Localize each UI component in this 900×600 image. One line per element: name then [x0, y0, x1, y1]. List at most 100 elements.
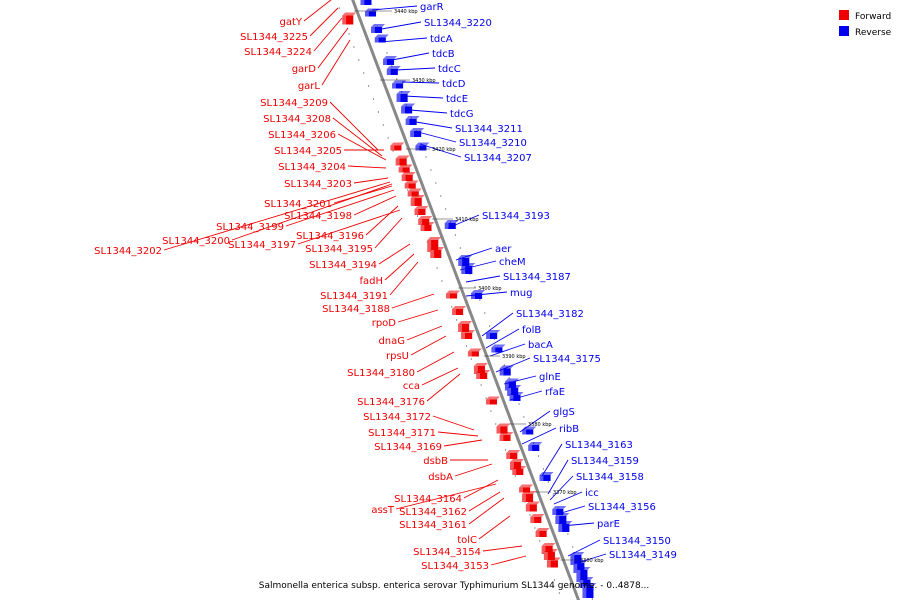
- reverse-gene-shape: [396, 91, 411, 102]
- leader-line: [481, 312, 514, 337]
- leader-line: [303, 0, 332, 22]
- gene-label-sl1344-3163: SL1344_3163: [565, 440, 633, 451]
- leader-line: [468, 497, 505, 525]
- leader-line: [365, 205, 399, 236]
- forward-gene-shape: [546, 557, 561, 568]
- gene-label-sl1344-3197: SL1344_3197: [228, 240, 296, 251]
- leader-line: [459, 260, 497, 271]
- forward-gene-shape: [407, 188, 422, 197]
- leader-line: [403, 95, 444, 99]
- leader-line: [557, 505, 586, 515]
- gene-label-sl1344-3164: SL1344_3164: [394, 494, 462, 505]
- label-leader-lines: [163, 0, 607, 566]
- leader-line: [297, 209, 401, 245]
- forward-gene-shape: [519, 484, 534, 493]
- forward-gene-shape: [390, 142, 405, 151]
- reverse-gene-shape: [576, 567, 591, 582]
- leader-line: [521, 427, 557, 445]
- legend-swatch-reverse: [839, 26, 849, 36]
- leader-line: [426, 373, 461, 402]
- gene-label-aer: aer: [495, 244, 512, 255]
- leader-line: [553, 491, 583, 505]
- leader-line: [285, 189, 395, 227]
- leader-line: [313, 17, 343, 52]
- leader-line: [321, 39, 351, 86]
- gene-label-sl1344-3224: SL1344_3224: [244, 47, 312, 58]
- gene-label-sl1344-3225: SL1344_3225: [240, 32, 308, 43]
- gene-label-sl1344-3161: SL1344_3161: [399, 520, 467, 531]
- gene-label-sl1344-3169: SL1344_3169: [374, 442, 442, 453]
- gene-label-rpsu: rpsU: [386, 351, 409, 362]
- reverse-gene-shape: [401, 103, 416, 114]
- leader-line: [443, 439, 483, 447]
- gene-label-sl1344-3156: SL1344_3156: [588, 502, 656, 513]
- gene-label-sl1344-3203: SL1344_3203: [284, 179, 352, 190]
- gene-label-sl1344-3188: SL1344_3188: [322, 304, 390, 315]
- gene-label-pare: parE: [597, 519, 620, 530]
- gene-label-sl1344-3196: SL1344_3196: [296, 231, 364, 242]
- reverse-gene-shape: [509, 392, 524, 401]
- leader-line: [490, 555, 527, 566]
- reverse-gene-shape: [499, 365, 514, 376]
- gene-label-sl1344-3208: SL1344_3208: [263, 114, 331, 125]
- gene-label-tdcd: tdcD: [442, 79, 466, 90]
- forward-gene-shape: [530, 514, 545, 523]
- gene-label-baca: bacA: [528, 340, 553, 351]
- reverse-gene-shape: [392, 80, 407, 89]
- forward-gene-shape: [395, 155, 410, 166]
- forward-gene-shape: [401, 172, 416, 181]
- gene-label-cca: cca: [403, 381, 420, 392]
- gene-label-ribb: ribB: [559, 424, 579, 435]
- gene-label-mug: mug: [510, 288, 532, 299]
- reverse-gene-shape: [461, 263, 476, 274]
- gene-label-garl: garL: [298, 81, 321, 92]
- leader-line: [317, 27, 349, 69]
- gene-label-folb: folB: [522, 325, 541, 336]
- gene-label-asst: assT: [371, 505, 395, 516]
- gene-label-sl1344-3204: SL1344_3204: [278, 162, 346, 173]
- leader-line: [391, 293, 435, 309]
- forward-gene-shape: [430, 247, 445, 258]
- kbp-label: 3440 kbp: [394, 9, 418, 15]
- gene-label-sl1344-3149: SL1344_3149: [609, 550, 677, 561]
- leader-line: [395, 483, 497, 510]
- leader-line: [374, 217, 403, 249]
- forward-gene-shape: [525, 501, 540, 512]
- reverse-gene-shape: [552, 506, 567, 515]
- gene-label-sl1344-3187: SL1344_3187: [503, 272, 571, 283]
- leader-line: [503, 375, 537, 385]
- forward-gene-shape: [414, 206, 429, 215]
- leader-line: [567, 539, 601, 557]
- gene-label-sl1344-3159: SL1344_3159: [571, 456, 639, 467]
- gene-label-glgs: glgS: [553, 407, 575, 418]
- leader-line: [384, 253, 415, 281]
- forward-gene-shape: [485, 396, 500, 405]
- legend-swatch-forward: [839, 10, 849, 20]
- leader-line: [519, 410, 551, 433]
- gene-label-rfae: rfaE: [545, 387, 565, 398]
- forward-gene-shape: [499, 432, 514, 441]
- gene-labels: garR SL1344_3220 tdcA tdcB tdcC tdcD tdcE tdcG S…: [94, 2, 677, 572]
- gene-label-sl1344-3220: SL1344_3220: [424, 18, 492, 29]
- leader-line: [347, 165, 387, 169]
- leader-line: [447, 214, 480, 229]
- leader-line: [329, 101, 379, 151]
- reverse-gene-shape: [522, 426, 537, 435]
- leader-line: [489, 343, 526, 357]
- leader-line: [406, 325, 443, 341]
- gene-label-sl1344-3172: SL1344_3172: [363, 412, 431, 423]
- reverse-gene-shape: [582, 583, 597, 598]
- kbp-label: 3370 kbp: [553, 490, 577, 496]
- gene-label-sl1344-3193: SL1344_3193: [482, 211, 550, 222]
- leader-line: [353, 177, 389, 184]
- gene-label-garr: garR: [420, 2, 444, 13]
- leader-line: [409, 109, 448, 114]
- gene-label-dsba: dsbA: [428, 472, 453, 483]
- leader-line: [397, 309, 439, 323]
- forward-gene-shape: [452, 306, 467, 315]
- gene-label-sl1344-3209: SL1344_3209: [260, 98, 328, 109]
- reverse-gene-shape: [405, 116, 420, 125]
- legend: Forward Reverse: [839, 10, 892, 38]
- leader-line: [463, 479, 499, 499]
- gene-label-gaty: gatY: [279, 17, 302, 28]
